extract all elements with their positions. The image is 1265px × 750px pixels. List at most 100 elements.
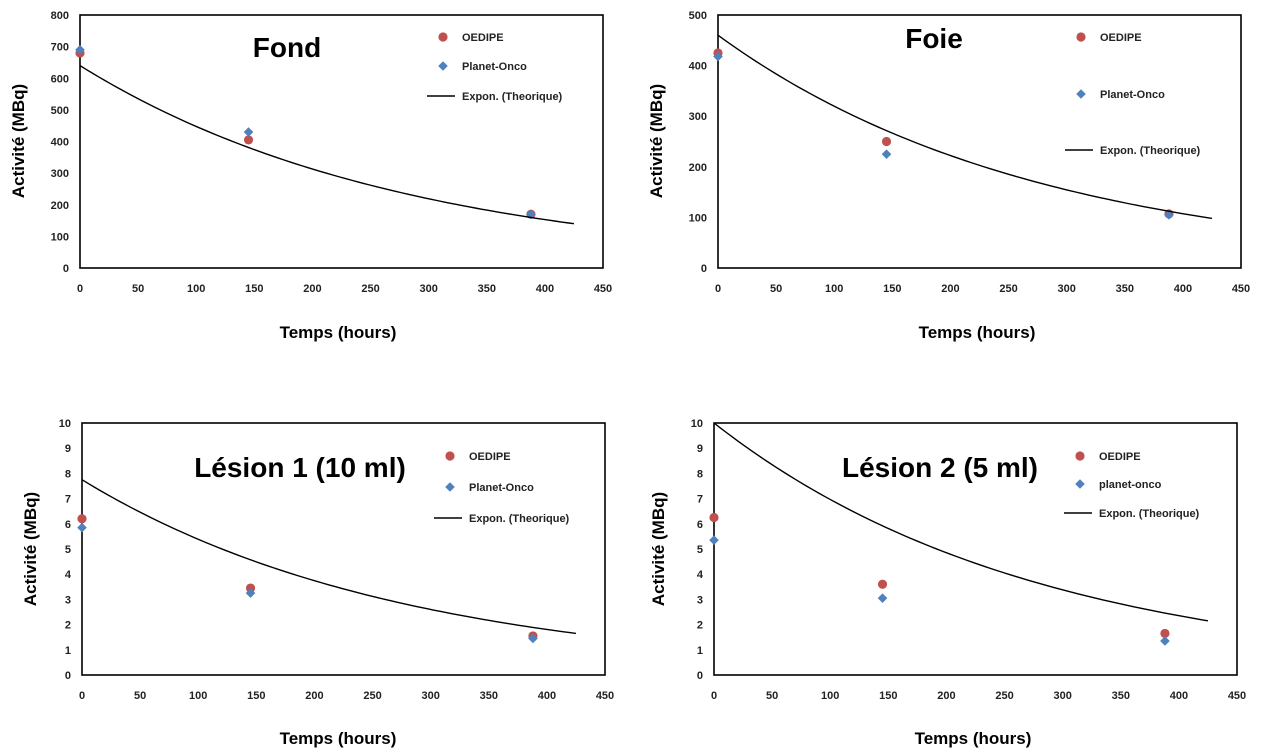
trendline-theorique [79,65,575,225]
y-tick-label: 0 [65,670,71,682]
data-point-circle [1160,628,1170,639]
x-tick-label: 300 [1053,690,1071,702]
x-tick-label: 200 [303,283,321,295]
legend-symbol-diamond [1075,479,1085,489]
y-tick-label: 0 [697,670,703,682]
trendline-theorique [717,34,1213,220]
y-tick-label: 200 [51,200,69,212]
trendline-theorique [713,422,1209,622]
legend-label: Expon. (Theorique) [1100,145,1201,157]
x-tick-label: 0 [79,690,85,702]
x-tick-label: 450 [1232,283,1250,295]
x-tick-label: 350 [1112,690,1130,702]
legend-symbol-diamond [445,482,455,492]
legend-label: OEDIPE [1099,451,1141,463]
y-tick-label: 100 [51,231,69,243]
data-point-diamond [243,127,254,137]
y-tick-label: 600 [51,73,69,85]
y-tick-label: 5 [65,544,71,556]
y-tick-label: 500 [51,105,69,117]
x-tick-label: 150 [245,283,263,295]
legend-symbol-circle [438,32,448,42]
x-tick-label: 350 [480,690,498,702]
x-tick-label: 250 [995,690,1013,702]
chart-title: Lésion 2 (5 ml) [842,452,1038,483]
x-tick-label: 150 [247,690,265,702]
x-tick-label: 50 [766,690,778,702]
chart-title: Lésion 1 (10 ml) [194,452,406,483]
data-point-diamond [877,593,888,603]
legend-label: planet-onco [1099,479,1162,491]
x-tick-label: 0 [715,283,721,295]
x-tick-label: 250 [361,283,379,295]
y-axis-label: Activité (MBq) [647,84,666,198]
legend-symbol-circle [1076,32,1086,42]
x-tick-label: 300 [419,283,437,295]
legend-label: Planet-Onco [1100,89,1165,101]
y-tick-label: 10 [59,418,71,430]
legend-label: Planet-Onco [469,482,534,494]
legend-label: Expon. (Theorique) [462,91,563,103]
x-tick-label: 200 [941,283,959,295]
x-tick-label: 400 [536,283,554,295]
data-point-diamond [713,51,723,62]
data-point-circle [709,512,719,523]
legend-symbol-diamond [438,61,448,71]
legend-label: OEDIPE [469,451,511,463]
y-tick-label: 2 [697,620,703,632]
y-tick-label: 400 [689,61,707,73]
chart-title: Fond [253,32,321,63]
y-tick-label: 700 [51,42,69,54]
data-point-diamond [1160,636,1170,646]
x-axis-label: Temps (hours) [280,729,397,748]
plot-frame [79,14,604,269]
x-tick-label: 300 [1057,283,1075,295]
data-point-circle [877,579,888,589]
legend-symbol-circle [445,451,455,461]
x-tick-label: 100 [821,690,839,702]
x-tick-label: 450 [596,690,614,702]
y-tick-label: 3 [65,594,71,606]
data-point-circle [881,136,892,147]
y-tick-label: 10 [691,418,703,430]
y-axis-label: Activité (MBq) [21,492,40,606]
x-tick-label: 150 [879,690,897,702]
y-tick-label: 300 [689,111,707,123]
x-tick-label: 50 [770,283,782,295]
x-axis-label: Temps (hours) [919,323,1036,342]
plot-frame [81,422,606,676]
y-tick-label: 5 [697,544,703,556]
x-tick-label: 300 [421,690,439,702]
y-tick-label: 200 [689,162,707,174]
data-point-diamond [709,535,719,545]
y-tick-label: 4 [65,569,72,581]
data-point-circle [243,135,254,145]
y-tick-label: 6 [697,519,703,531]
y-tick-label: 1 [65,645,71,657]
plot-frame [717,14,1242,269]
legend-symbol-diamond [1076,89,1086,99]
legend-label: Expon. (Theorique) [1099,508,1200,520]
chart-1: 0 100 200 300 400 500 0 50 100 150 200 250 300 350 400… [647,10,1250,342]
y-tick-label: 2 [65,620,71,632]
x-tick-label: 350 [1116,283,1134,295]
data-point-circle [77,514,87,524]
legend-symbol-circle [1075,451,1085,461]
x-tick-label: 400 [1170,690,1188,702]
x-tick-label: 450 [1228,690,1246,702]
x-tick-label: 250 [363,690,381,702]
x-axis-label: Temps (hours) [280,323,397,342]
y-tick-label: 9 [697,443,703,455]
y-tick-label: 8 [65,468,71,480]
x-tick-label: 250 [999,283,1017,295]
y-tick-label: 3 [697,594,703,606]
y-tick-label: 6 [65,519,71,531]
y-tick-label: 500 [689,10,707,22]
y-tick-label: 7 [697,494,703,506]
y-axis-label: Activité (MBq) [649,492,668,606]
legend-label: Planet-Onco [462,61,527,73]
legend-label: OEDIPE [1100,32,1142,44]
x-axis-label: Temps (hours) [915,729,1032,748]
